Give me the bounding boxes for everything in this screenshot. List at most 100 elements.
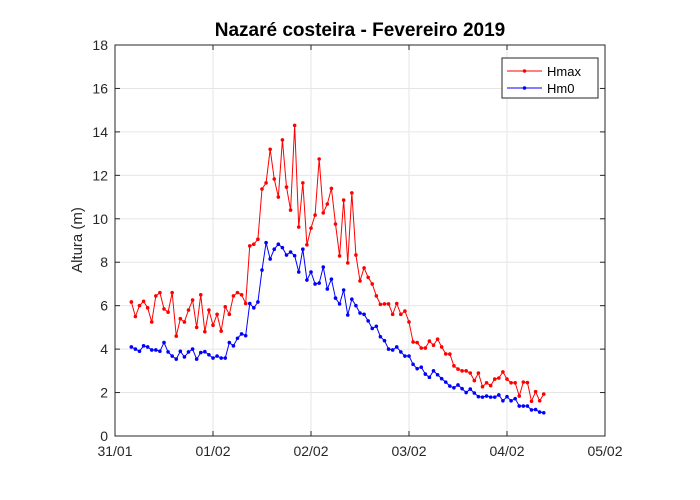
legend-label-hmax: Hmax [547,64,581,79]
data-point-hm0 [137,349,142,354]
data-point-hm0 [382,338,387,343]
y-tick-label: 18 [92,37,108,53]
data-point-hm0 [219,356,223,360]
data-point-hmax [247,244,252,248]
data-point-hmax [252,242,256,246]
data-point-hm0 [386,347,391,351]
data-point-hmax [464,369,468,373]
data-point-hmax [443,352,448,356]
data-point-hmax [403,309,407,313]
data-point-hm0 [350,297,354,301]
data-point-hmax [301,181,305,185]
data-point-hm0 [182,355,187,359]
data-point-hmax [264,181,268,185]
data-point-hm0 [390,348,395,352]
data-point-hmax [186,308,191,312]
data-point-hmax [280,138,285,142]
data-point-hm0 [443,380,448,384]
data-point-hm0 [243,333,248,338]
data-point-hm0 [345,313,350,317]
data-point-hmax [137,303,142,308]
data-point-hm0 [419,365,424,369]
y-tick-label: 2 [100,385,108,401]
data-point-hm0 [329,277,334,281]
data-point-hm0 [415,366,419,371]
data-point-hmax [431,343,436,348]
data-point-hm0 [378,334,383,339]
data-point-hm0 [505,394,509,399]
data-point-hmax [394,301,399,306]
data-point-hm0 [162,340,166,345]
plot-frame [114,44,606,437]
data-point-hmax [382,302,387,306]
data-point-hm0 [321,265,326,269]
y-tick-label: 12 [92,167,108,183]
data-point-hm0 [296,270,301,274]
data-point-hm0 [194,357,199,361]
data-point-hmax [317,157,321,161]
data-point-hmax [521,380,526,384]
data-point-hmax [178,316,183,321]
data-point-hm0 [186,350,191,354]
data-point-hm0 [521,404,526,408]
data-point-hmax [448,352,452,356]
legend-marker-hm0 [522,86,527,90]
data-point-hmax [321,211,326,215]
data-point-hm0 [190,347,195,351]
data-point-hm0 [284,253,289,257]
data-point-hm0 [448,384,452,388]
data-point-hmax [198,293,203,297]
data-point-hmax [537,399,542,403]
data-point-hm0 [497,393,501,397]
data-point-hmax [435,337,440,341]
data-point-hmax [366,275,370,280]
y-tick-label: 4 [100,341,108,357]
data-point-hm0 [480,395,485,399]
data-point-hmax [415,340,419,345]
data-point-hm0 [280,245,285,250]
data-point-hm0 [268,257,272,261]
data-point-hmax [309,226,313,230]
data-point-hmax [358,279,362,283]
data-point-hmax [460,369,464,373]
data-point-hmax [386,302,391,306]
data-point-hm0 [247,301,252,306]
data-point-hmax [354,253,358,257]
data-point-hmax [141,299,146,304]
data-point-hm0 [431,369,436,373]
series-line-hmax [130,125,545,403]
data-point-hmax [154,294,158,298]
data-point-hm0 [272,247,277,251]
data-point-hm0 [337,302,342,306]
data-point-hm0 [366,319,370,323]
data-point-hmax [223,304,228,309]
data-point-hm0 [158,349,162,354]
data-point-hm0 [513,396,517,401]
data-point-hmax [329,186,334,191]
data-point-hm0 [129,345,134,349]
x-tick-label: 31/01 [97,443,132,459]
data-point-hm0 [325,287,330,291]
data-point-hm0 [215,354,219,358]
data-point-hmax [497,376,501,380]
data-point-hm0 [472,391,477,395]
data-point-hm0 [492,395,497,399]
data-point-hm0 [423,372,428,376]
data-point-hm0 [231,344,236,348]
data-point-hm0 [313,282,317,286]
data-point-hm0 [407,354,411,358]
data-point-hm0 [317,281,321,285]
legend-box [501,57,599,99]
data-point-hmax [378,302,383,307]
data-point-hm0 [341,288,346,292]
data-point-hmax [145,306,150,310]
data-point-hmax [427,339,432,343]
data-point-hm0 [256,300,260,304]
data-point-hmax [174,334,179,338]
data-point-hmax [231,294,236,298]
data-point-hm0 [537,410,542,414]
data-point-hmax [227,312,232,317]
data-point-hmax [190,298,195,302]
data-point-hm0 [223,356,228,360]
data-point-hm0 [207,352,211,357]
